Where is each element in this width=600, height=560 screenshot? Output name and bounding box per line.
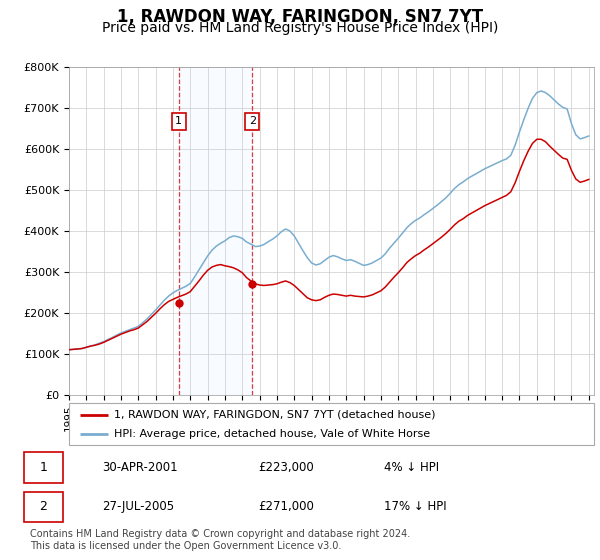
Text: £223,000: £223,000 (258, 461, 314, 474)
Text: 4% ↓ HPI: 4% ↓ HPI (384, 461, 439, 474)
Text: 1, RAWDON WAY, FARINGDON, SN7 7YT (detached house): 1, RAWDON WAY, FARINGDON, SN7 7YT (detac… (113, 409, 435, 419)
Text: Contains HM Land Registry data © Crown copyright and database right 2024.
This d: Contains HM Land Registry data © Crown c… (30, 529, 410, 551)
Text: 30-APR-2001: 30-APR-2001 (102, 461, 178, 474)
Text: 2: 2 (249, 116, 256, 126)
Text: HPI: Average price, detached house, Vale of White Horse: HPI: Average price, detached house, Vale… (113, 429, 430, 439)
FancyBboxPatch shape (24, 452, 63, 483)
Text: Price paid vs. HM Land Registry's House Price Index (HPI): Price paid vs. HM Land Registry's House … (102, 21, 498, 35)
FancyBboxPatch shape (69, 403, 594, 445)
Text: 1: 1 (175, 116, 182, 126)
Text: £271,000: £271,000 (258, 500, 314, 514)
Text: 17% ↓ HPI: 17% ↓ HPI (384, 500, 446, 514)
Text: 27-JUL-2005: 27-JUL-2005 (102, 500, 174, 514)
Text: 2: 2 (40, 500, 47, 514)
Text: 1: 1 (40, 461, 47, 474)
Bar (179, 67, 253, 395)
Text: 1, RAWDON WAY, FARINGDON, SN7 7YT: 1, RAWDON WAY, FARINGDON, SN7 7YT (117, 8, 483, 26)
FancyBboxPatch shape (24, 492, 63, 522)
